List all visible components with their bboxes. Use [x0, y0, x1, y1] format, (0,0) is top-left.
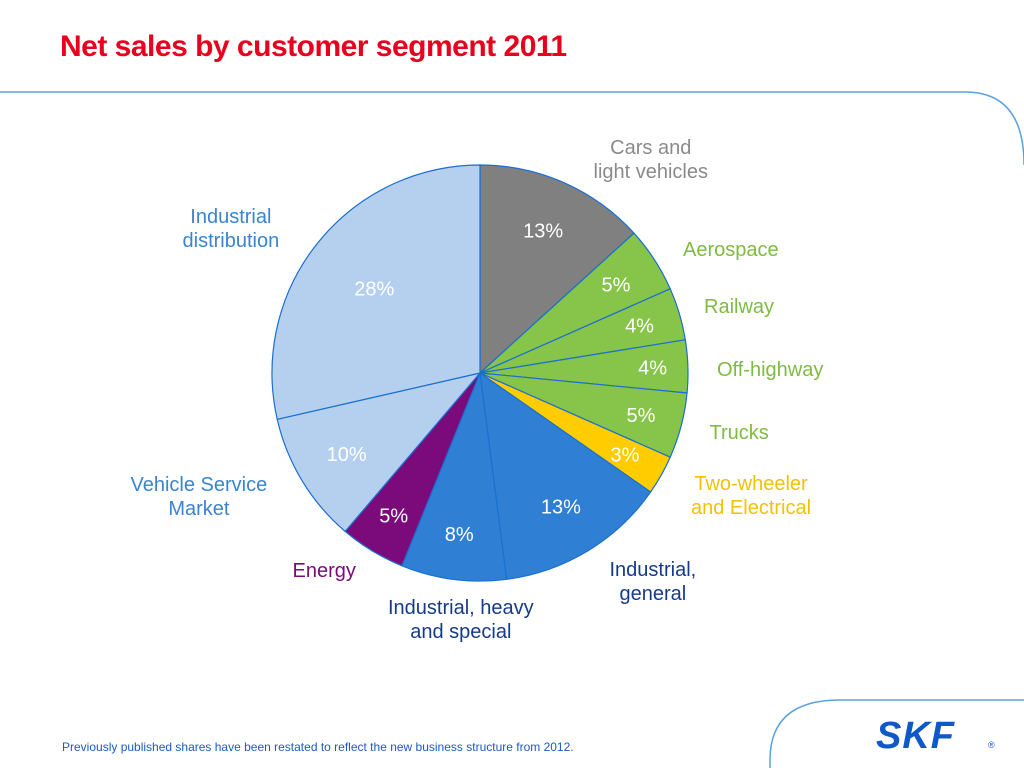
pie-name-label-industrial-distribution: Industrial distribution [182, 206, 280, 252]
pie-pct-label-industrial-distribution: 28% [354, 279, 394, 301]
page-title: Net sales by customer segment 2011 [60, 30, 567, 63]
pie-name-label-industrial-heavy-and-special: Industrial, heavy and special [388, 597, 534, 643]
pie-slice-industrial-heavy-and-special [401, 370, 508, 582]
footnote: Previously published shares have been re… [62, 740, 574, 754]
pie-pct-label-cars-and-light-vehicles: 13% [523, 220, 563, 242]
pie-slice-cars-and-light-vehicles [479, 164, 635, 375]
pie-pct-label-off-highway: 4% [638, 357, 667, 379]
pie-name-label-industrial-general: Industrial, general [609, 559, 697, 605]
pie-slice-industrial-distribution [271, 164, 481, 421]
pie-name-label-railway: Railway [704, 296, 775, 318]
pie-name-label-cars-and-light-vehicles: Cars and light vehicles [593, 137, 709, 183]
skf-logo: SKF ® [876, 718, 995, 752]
pie-slice-industrial-general [479, 371, 652, 580]
pie-pct-label-energy: 5% [379, 505, 408, 527]
pie-name-label-vehicle-service-market: Vehicle Service Market [130, 474, 268, 520]
pie-name-label-aerospace: Aerospace [683, 239, 779, 261]
pie-pct-label-industrial-heavy-and-special: 8% [445, 524, 474, 546]
pie-name-label-energy: Energy [292, 560, 356, 582]
pie-pct-label-aerospace: 5% [602, 274, 631, 296]
pie-name-label-off-highway: Off-highway [717, 359, 824, 381]
pie-pct-label-railway: 4% [625, 316, 654, 338]
pie-pct-label-industrial-general: 13% [541, 496, 581, 518]
svg-text:®: ® [988, 740, 995, 750]
pie-pct-label-two-wheeler-and-electrical: 3% [611, 445, 640, 467]
skf-logo-text: SKF [876, 718, 956, 752]
pie-name-label-two-wheeler-and-electrical: Two-wheeler and Electrical [691, 473, 812, 519]
pie-pct-label-vehicle-service-market: 10% [327, 444, 367, 466]
pie-slice-vehicle-service-market [276, 372, 482, 533]
pie-pct-label-trucks: 5% [627, 405, 656, 427]
pie-name-label-trucks: Trucks [709, 422, 769, 444]
